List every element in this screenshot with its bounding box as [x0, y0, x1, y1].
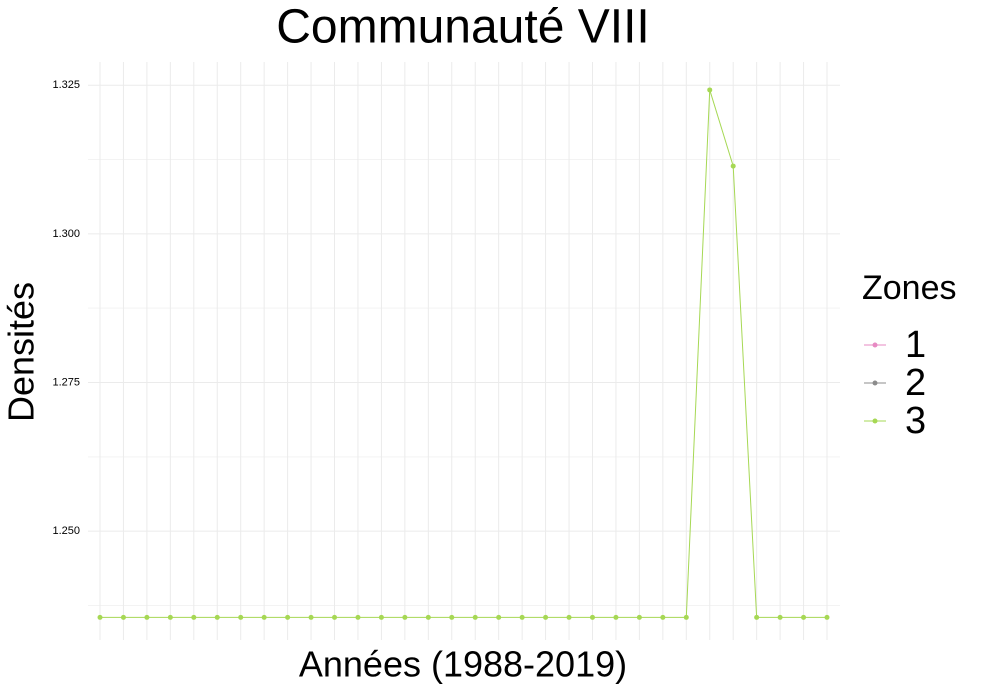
x-axis-label: Années (1988-2019) — [299, 644, 627, 685]
legend-key-point — [872, 418, 878, 424]
data-point — [777, 614, 783, 620]
data-point — [402, 614, 408, 620]
data-point — [449, 614, 455, 620]
data-point — [238, 614, 244, 620]
y-tick-label: 1.300 — [52, 228, 80, 240]
chart-title: Communauté VIII — [276, 1, 650, 54]
data-point — [496, 614, 502, 620]
legend-title: Zones — [862, 269, 957, 307]
data-point — [683, 614, 689, 620]
data-point — [214, 614, 220, 620]
data-point — [730, 163, 736, 169]
legend-label: 2 — [905, 362, 926, 404]
data-point — [144, 614, 150, 620]
data-point — [332, 614, 338, 620]
data-point — [519, 614, 525, 620]
data-point — [167, 614, 173, 620]
data-point — [120, 614, 126, 620]
data-point — [707, 87, 713, 93]
legend-label: 1 — [905, 324, 926, 366]
data-point — [308, 614, 314, 620]
y-tick-label: 1.250 — [52, 525, 80, 537]
data-point — [754, 614, 760, 620]
data-point — [355, 614, 361, 620]
data-point — [660, 614, 666, 620]
data-point — [636, 614, 642, 620]
y-axis-label: Densités — [1, 282, 42, 422]
y-tick-label: 1.325 — [52, 79, 80, 91]
data-point — [589, 614, 595, 620]
data-point — [824, 614, 830, 620]
data-point — [378, 614, 384, 620]
y-tick-label: 1.275 — [52, 376, 80, 388]
data-point — [472, 614, 478, 620]
legend-key-point — [872, 380, 878, 386]
legend-key-point — [872, 342, 878, 348]
series-line — [100, 89, 827, 618]
grid — [88, 62, 840, 640]
data-point — [543, 614, 549, 620]
data-point — [285, 614, 291, 620]
data-point — [425, 614, 431, 620]
data-point — [801, 614, 807, 620]
data-point — [613, 614, 619, 620]
legend-label: 3 — [905, 400, 926, 442]
data-point — [191, 614, 197, 620]
data-point — [97, 614, 103, 620]
data-point — [261, 614, 267, 620]
data-point — [566, 614, 572, 620]
